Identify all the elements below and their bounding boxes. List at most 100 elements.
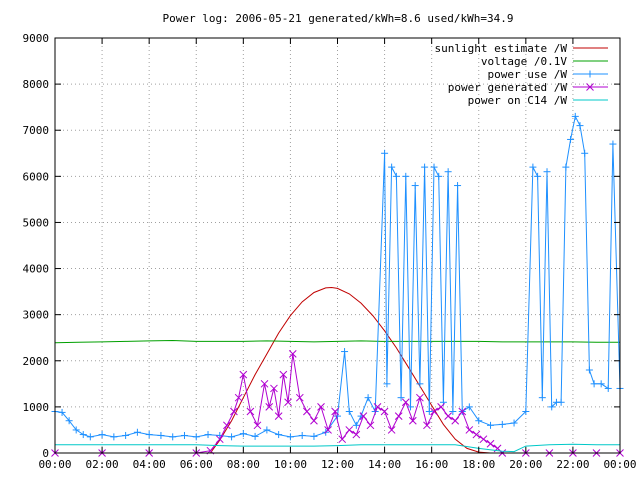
chart-title: Power log: 2006-05-21 generated/kWh=8.6 …	[163, 12, 514, 25]
data-point-power-generated-w	[430, 407, 438, 416]
legend-label-power-use-w: power use /W	[488, 68, 568, 81]
data-point-power-use-w	[72, 426, 80, 434]
data-point-power-generated-w	[253, 421, 262, 430]
data-point-power-use-w	[352, 421, 360, 429]
data-point-power-use-w	[402, 172, 410, 180]
data-point-power-use-w	[65, 417, 73, 425]
data-point-power-generated-w	[274, 412, 283, 420]
data-point-power-use-w	[465, 403, 473, 411]
data-point-power-generated-w	[310, 416, 318, 425]
data-point-power-use-w	[110, 433, 118, 441]
legend-label-voltage-0-1v: voltage /0.1V	[481, 55, 567, 68]
data-point-power-generated-w	[270, 384, 278, 393]
data-point-power-use-w	[180, 431, 188, 439]
data-point-power-use-w	[449, 408, 457, 415]
data-point-power-use-w	[145, 431, 153, 439]
x-tick-label: 02:00	[86, 458, 119, 471]
legend-marker-power-generated-w	[586, 83, 594, 91]
x-tick-label: 18:00	[462, 458, 495, 471]
data-point-power-use-w	[435, 172, 443, 180]
data-point-power-generated-w	[295, 393, 304, 402]
legend-label-power-generated-w: power generated /W	[448, 81, 568, 94]
x-tick-label: 00:00	[603, 458, 636, 471]
data-point-power-generated-w	[288, 350, 297, 358]
data-point-power-generated-w	[373, 403, 382, 411]
series-line-power-use-w	[54, 114, 621, 438]
data-point-power-use-w	[534, 172, 542, 180]
data-point-power-use-w	[310, 432, 318, 440]
data-point-power-use-w	[381, 149, 389, 157]
legend-label-power-on-c14-w: power on C14 /W	[468, 94, 568, 107]
y-tick-label: 8000	[23, 78, 50, 91]
legend-label-sunlight-estimate-w: sunlight estimate /W	[435, 42, 568, 55]
data-point-power-generated-w	[215, 435, 224, 444]
data-point-power-use-w	[345, 408, 353, 415]
data-point-power-use-w	[604, 384, 612, 392]
data-point-power-use-w	[383, 380, 391, 388]
data-point-power-generated-w	[486, 439, 495, 448]
data-point-power-generated-w	[223, 421, 231, 430]
data-point-power-use-w	[581, 149, 589, 157]
data-point-power-generated-w	[338, 435, 347, 444]
y-tick-label: 4000	[23, 263, 50, 276]
data-point-power-use-w	[392, 172, 400, 180]
data-point-power-generated-w	[479, 435, 488, 444]
data-point-power-use-w	[454, 182, 462, 190]
x-tick-label: 22:00	[556, 458, 589, 471]
data-point-power-use-w	[487, 421, 495, 429]
data-point-power-use-w	[548, 403, 556, 411]
data-point-power-use-w	[341, 348, 349, 356]
y-tick-label: 5000	[23, 216, 50, 229]
data-point-power-generated-w	[423, 421, 431, 430]
data-point-power-use-w	[522, 408, 530, 415]
data-point-power-generated-w	[317, 403, 325, 411]
data-point-power-generated-w	[401, 398, 410, 407]
y-tick-label: 7000	[23, 124, 50, 137]
data-point-power-generated-w	[279, 370, 288, 379]
x-tick-label: 04:00	[133, 458, 166, 471]
x-tick-label: 12:00	[321, 458, 354, 471]
series-line-sunlight-estimate-w	[209, 286, 500, 454]
y-tick-label: 3000	[23, 309, 50, 322]
data-point-power-use-w	[567, 135, 575, 143]
data-point-power-generated-w	[260, 379, 269, 388]
data-point-power-use-w	[79, 431, 87, 439]
data-point-power-use-w	[388, 163, 396, 171]
y-tick-label: 0	[42, 447, 49, 460]
data-point-power-use-w	[590, 380, 598, 388]
data-point-power-generated-w	[380, 407, 389, 416]
data-point-power-generated-w	[387, 426, 396, 434]
data-point-power-generated-w	[416, 393, 424, 402]
data-point-power-use-w	[529, 163, 537, 171]
data-point-power-generated-w	[359, 412, 368, 420]
data-point-power-generated-w	[284, 398, 292, 407]
data-point-power-use-w	[169, 433, 177, 441]
data-point-power-generated-w	[394, 412, 403, 420]
y-tick-label: 6000	[23, 170, 50, 183]
x-tick-label: 20:00	[509, 458, 542, 471]
data-point-power-generated-w	[352, 430, 361, 439]
data-point-power-use-w	[406, 403, 414, 411]
y-tick-label: 2000	[23, 355, 50, 368]
data-point-power-use-w	[397, 394, 405, 402]
data-point-power-use-w	[192, 433, 200, 441]
data-point-power-generated-w	[458, 407, 467, 416]
data-point-power-generated-w	[324, 426, 332, 434]
data-point-power-use-w	[157, 431, 165, 439]
y-tick-label: 1000	[23, 401, 50, 414]
data-point-power-use-w	[416, 380, 424, 388]
data-point-power-generated-w	[408, 416, 417, 425]
y-tick-label: 9000	[23, 32, 50, 45]
series-line-power-on-c14-w	[55, 443, 620, 453]
data-point-power-generated-w	[465, 426, 474, 434]
series-line-voltage-0-1v	[54, 339, 620, 344]
data-point-power-use-w	[543, 168, 551, 176]
data-point-power-generated-w	[472, 430, 481, 439]
data-point-power-generated-w	[230, 407, 238, 416]
data-point-power-use-w	[562, 163, 570, 171]
data-point-power-use-w	[133, 428, 141, 436]
x-tick-label: 10:00	[274, 458, 307, 471]
data-point-power-use-w	[298, 431, 306, 439]
